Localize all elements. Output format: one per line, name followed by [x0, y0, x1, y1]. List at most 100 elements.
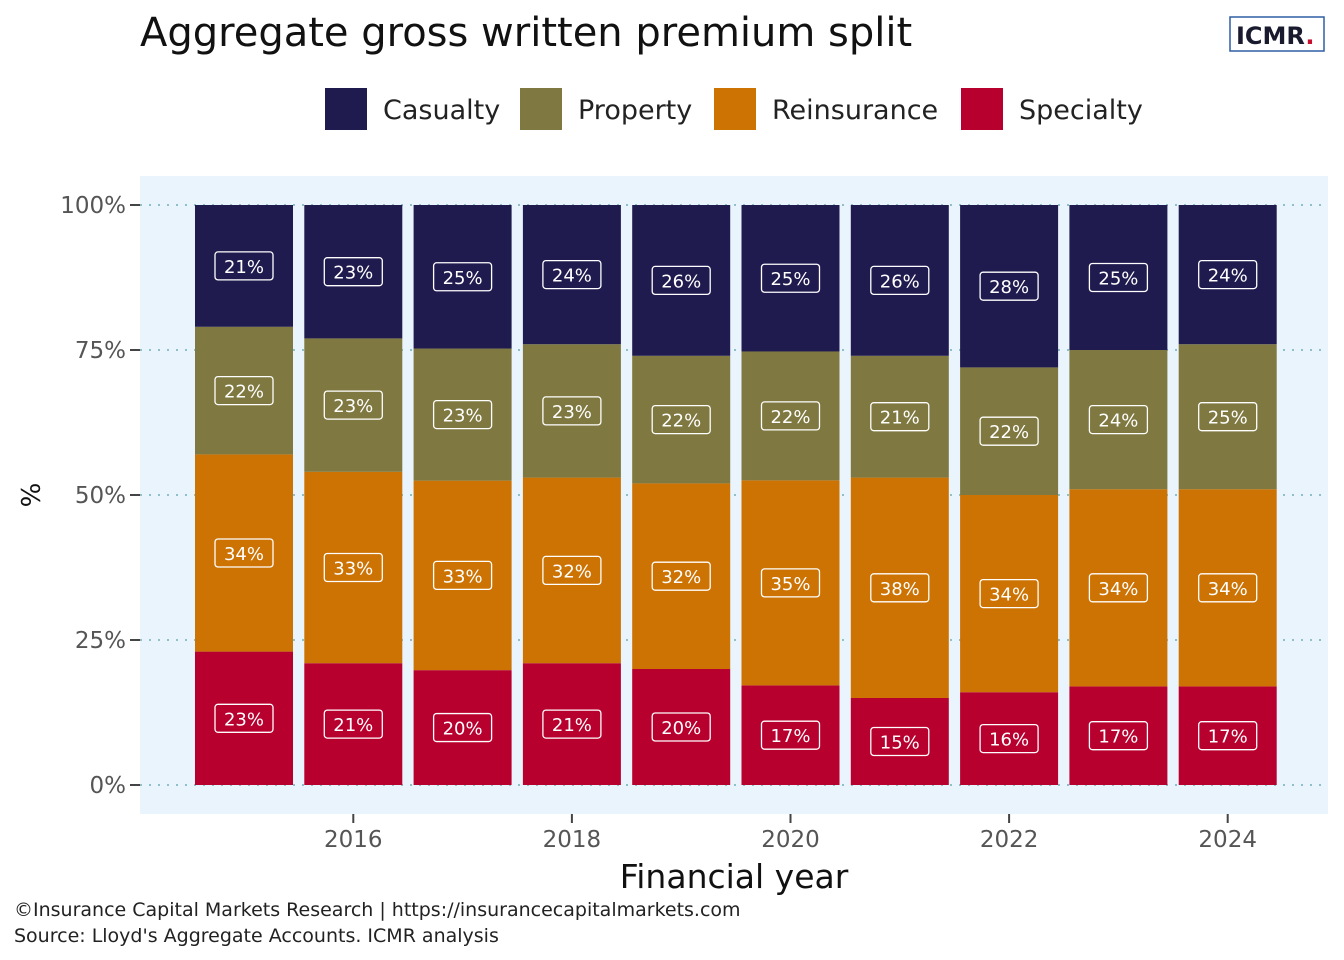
- data-label-box: [979, 578, 1039, 609]
- data-label-box: [760, 263, 821, 293]
- bar-property: [304, 338, 403, 472]
- bar-casualty: [741, 205, 840, 352]
- x-tick-label: 2018: [543, 827, 602, 853]
- data-label: 17%: [1208, 727, 1248, 748]
- data-label: 22%: [661, 411, 701, 432]
- data-label-box: [1088, 721, 1149, 751]
- bar-specialty: [741, 685, 840, 785]
- bar-reinsurance: [413, 480, 512, 671]
- data-label: 15%: [880, 733, 920, 754]
- data-label: 23%: [333, 396, 373, 417]
- bar-casualty: [1069, 205, 1168, 350]
- bar-property: [850, 355, 949, 478]
- bar-specialty: [413, 670, 512, 785]
- data-label: 22%: [770, 407, 810, 428]
- data-label: 28%: [989, 277, 1029, 298]
- data-label: 21%: [333, 715, 373, 736]
- caption-copyright: ©Insurance Capital Markets Research | ht…: [14, 899, 741, 921]
- data-label: 17%: [1098, 727, 1138, 748]
- data-label-box: [1198, 259, 1258, 290]
- data-label: 24%: [552, 266, 592, 287]
- bar-casualty: [522, 205, 621, 345]
- data-label: 23%: [552, 402, 592, 423]
- icmr-logo: ICMR.: [1229, 16, 1325, 52]
- bars: [195, 205, 1277, 785]
- data-label-box: [760, 720, 821, 750]
- data-label-box: [1198, 573, 1258, 603]
- data-label: 24%: [1098, 411, 1138, 432]
- x-tick-label: 2022: [980, 827, 1039, 853]
- data-label: 20%: [661, 718, 701, 739]
- bar-specialty: [195, 651, 293, 785]
- data-label-box: [760, 568, 821, 598]
- legend-label-reinsurance: Reinsurance: [772, 95, 938, 126]
- x-axis-title: Financial year: [620, 857, 849, 896]
- data-label-box: [870, 402, 930, 432]
- data-label: 17%: [770, 726, 810, 747]
- data-label-box: [323, 552, 383, 583]
- data-label: 25%: [1208, 408, 1248, 429]
- bar-specialty: [304, 663, 403, 785]
- bar-reinsurance: [741, 480, 840, 686]
- bar-specialty: [1178, 686, 1277, 785]
- data-label: 32%: [661, 567, 701, 588]
- bar-reinsurance: [632, 483, 731, 669]
- data-label: 35%: [770, 574, 810, 595]
- legend-label-casualty: Casualty: [383, 95, 500, 126]
- data-label-box: [979, 723, 1039, 754]
- bar-reinsurance: [1069, 489, 1168, 687]
- legend-swatch-reinsurance: [714, 88, 756, 130]
- data-label-box: [432, 262, 493, 292]
- data-label: 26%: [880, 271, 920, 292]
- y-tick-label: 25%: [75, 628, 126, 654]
- bar-reinsurance: [960, 495, 1059, 693]
- bar-property: [522, 344, 621, 478]
- data-label-box: [214, 251, 274, 281]
- data-label-box: [432, 560, 493, 591]
- data-label-box: [870, 726, 930, 757]
- data-label: 23%: [443, 406, 483, 427]
- data-label: 21%: [224, 257, 264, 278]
- legend-swatch-casualty: [325, 88, 367, 130]
- data-label: 32%: [552, 561, 592, 582]
- data-label-box: [870, 265, 930, 296]
- legend-label-property: Property: [578, 95, 692, 126]
- x-tick-label: 2016: [324, 827, 383, 853]
- bar-reinsurance: [850, 477, 949, 698]
- data-label-box: [651, 712, 711, 742]
- bar-reinsurance: [195, 454, 293, 652]
- y-tick-label: 50%: [75, 483, 126, 509]
- data-label-box: [214, 375, 274, 406]
- legend-label-specialty: Specialty: [1019, 95, 1143, 126]
- data-label-box: [651, 265, 711, 296]
- data-label-box: [1088, 573, 1149, 603]
- x-tick-label: 2024: [1198, 827, 1257, 853]
- bar-casualty: [850, 205, 949, 356]
- bar-property: [413, 348, 512, 481]
- bar-property: [195, 326, 293, 455]
- bar-casualty: [960, 205, 1059, 368]
- bar-casualty: [304, 205, 403, 339]
- data-label-box: [323, 257, 383, 287]
- bar-specialty: [850, 698, 949, 785]
- data-label-box: [1198, 402, 1258, 432]
- data-label: 23%: [333, 263, 373, 284]
- data-label: 25%: [443, 268, 483, 289]
- bar-specialty: [522, 663, 621, 785]
- bar-property: [741, 351, 840, 481]
- data-label: 38%: [880, 579, 920, 600]
- data-labels: 23% 34% 22% 21% 21% 33% 23% 23% 20% 33% 23% 25% 21% 3…: [214, 251, 1258, 757]
- data-label: 21%: [880, 408, 920, 429]
- bar-property: [960, 367, 1059, 495]
- data-label: 23%: [224, 709, 264, 730]
- bar-casualty: [1178, 205, 1277, 345]
- logo-text: ICMR.: [1236, 22, 1314, 50]
- data-label: 22%: [989, 422, 1029, 443]
- caption-source: Source: Lloyd's Aggregate Accounts. ICMR…: [14, 925, 499, 947]
- x-tick-label: 2020: [761, 827, 820, 853]
- x-axis: 2016 2018 2020 2022 2024: [324, 814, 1257, 853]
- bar-casualty: [413, 205, 512, 349]
- data-label: 34%: [224, 544, 264, 565]
- bar-reinsurance: [304, 471, 403, 664]
